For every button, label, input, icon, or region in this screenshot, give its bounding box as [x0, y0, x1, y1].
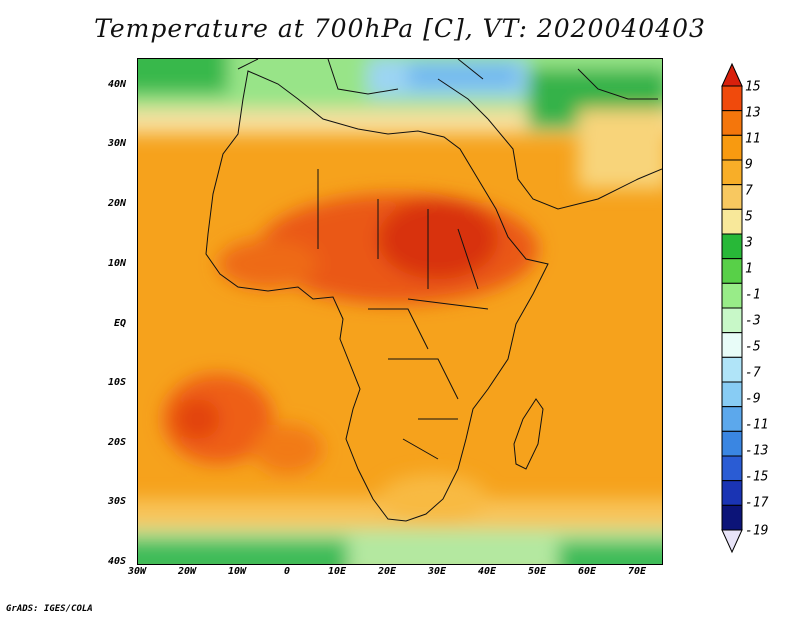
colorbar-segment: [721, 455, 743, 482]
colorbar-segment: [721, 307, 743, 334]
lon-tick-label: 30E: [427, 566, 447, 577]
lon-tick-label: 10W: [227, 566, 247, 577]
lat-tick-label: 20S: [108, 437, 127, 448]
colorbar-segment: [721, 258, 743, 284]
colorbar-segment: [721, 332, 743, 358]
colorbar-label: -5: [745, 339, 761, 355]
colorbar-boxes: [721, 62, 743, 554]
colorbar-label: -13: [745, 443, 769, 459]
lat-tick-label: 10S: [108, 377, 127, 388]
coastlines: [205, 59, 662, 522]
credit-text: GrADS: IGES/COLA: [6, 604, 93, 614]
lon-tick-label: 40E: [477, 566, 497, 577]
lat-tick-label: 30N: [108, 138, 127, 149]
colorbar-label: 3: [745, 235, 753, 251]
lon-tick-label: 20W: [177, 566, 197, 577]
map-title: Temperature at 700hPa [C], VT: 202004040…: [94, 14, 706, 43]
colorbar: [721, 62, 743, 554]
colorbar-segment: [721, 406, 743, 432]
colorbar-segment: [721, 208, 743, 235]
colorbar-label: 15: [745, 79, 761, 95]
colorbar-segment: [721, 62, 743, 87]
colorbar-label: -11: [745, 417, 769, 433]
colorbar-segment: [721, 134, 743, 161]
lon-tick-label: 0: [283, 566, 291, 577]
lat-tick-label: 40N: [108, 79, 127, 90]
colorbar-segment: [721, 381, 743, 408]
colorbar-label: 1: [745, 261, 753, 277]
colorbar-label: 13: [745, 105, 761, 121]
lat-tick-label: 20N: [108, 198, 127, 209]
colorbar-segment: [721, 85, 743, 112]
colorbar-label: -3: [745, 313, 761, 329]
lat-tick-label: EQ: [114, 318, 127, 329]
temperature-map: [137, 58, 663, 565]
colorbar-segment: [721, 529, 743, 554]
colorbar-segment: [721, 159, 743, 186]
colorbar-segment: [721, 184, 743, 210]
colorbar-label: 5: [745, 209, 753, 225]
lon-tick-label: 50E: [527, 566, 547, 577]
colorbar-segment: [721, 504, 743, 531]
colorbar-label: 9: [745, 157, 753, 173]
lon-tick-label: 30W: [127, 566, 147, 577]
colorbar-segment: [721, 356, 743, 383]
colorbar-label: -17: [745, 495, 769, 511]
colorbar-label: 7: [745, 183, 753, 199]
colorbar-label: -9: [745, 391, 761, 407]
lon-tick-label: 10E: [327, 566, 347, 577]
colorbar-label: 11: [745, 131, 761, 147]
lat-tick-label: 10N: [108, 258, 127, 269]
colorbar-segment: [721, 110, 743, 136]
colorbar-segment: [721, 282, 743, 309]
colorbar-label: -15: [745, 469, 769, 485]
colorbar-label: -7: [745, 365, 761, 381]
colorbar-label: -19: [745, 523, 769, 539]
lon-tick-label: 20E: [377, 566, 397, 577]
lat-tick-label: 40S: [108, 556, 127, 567]
lon-tick-label: 60E: [577, 566, 597, 577]
lat-tick-label: 30S: [108, 496, 127, 507]
colorbar-segment: [721, 480, 743, 506]
colorbar-segment: [721, 430, 743, 457]
colorbar-label: -1: [745, 287, 761, 303]
colorbar-segment: [721, 233, 743, 260]
lon-tick-label: 70E: [627, 566, 647, 577]
